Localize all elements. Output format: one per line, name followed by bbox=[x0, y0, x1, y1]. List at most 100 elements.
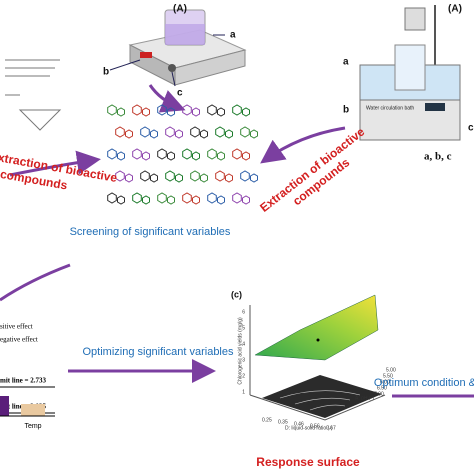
tick-label: 5.00 bbox=[386, 367, 396, 373]
molecule bbox=[190, 170, 200, 182]
molecule bbox=[182, 104, 192, 116]
surface-plot bbox=[249, 294, 386, 421]
tick-label: 0.67 bbox=[326, 425, 336, 431]
caption: a, b, c bbox=[424, 151, 452, 163]
molecule bbox=[242, 151, 250, 161]
molecule bbox=[207, 192, 217, 204]
molecule bbox=[192, 151, 200, 161]
molecule bbox=[140, 126, 150, 138]
molecule bbox=[157, 192, 167, 204]
axis-label: A: pH (-) bbox=[355, 395, 374, 401]
magnetic-stirrer bbox=[109, 9, 247, 87]
ticks: 0.25 0.35 0.46 0.56 0.67 5.005.506.006.507.00… bbox=[242, 309, 396, 431]
molecule bbox=[115, 126, 125, 138]
molecule bbox=[192, 107, 200, 117]
molecule bbox=[200, 129, 208, 139]
pointer bbox=[171, 71, 176, 87]
molecule bbox=[182, 192, 192, 204]
tick-label: 6.00 bbox=[380, 379, 390, 385]
tick-label: 0.46 bbox=[294, 421, 304, 427]
molecule bbox=[242, 195, 250, 205]
molecule bbox=[167, 195, 175, 205]
molecule bbox=[132, 148, 142, 160]
bar bbox=[21, 404, 45, 416]
molecule bbox=[225, 173, 233, 183]
molecule bbox=[182, 148, 192, 160]
molecule bbox=[167, 107, 175, 117]
left-sketch bbox=[5, 59, 62, 131]
molecule bbox=[117, 195, 125, 205]
step-text: Optimum condition & bbox=[374, 377, 474, 389]
molecule bbox=[232, 192, 242, 204]
molecule bbox=[165, 170, 175, 182]
label: b bbox=[103, 67, 109, 78]
pointer bbox=[109, 59, 141, 71]
tick-label: 4 bbox=[242, 341, 245, 347]
molecule bbox=[250, 129, 258, 139]
knob bbox=[168, 64, 176, 72]
panel-label: (A) bbox=[448, 4, 462, 15]
panel-label: (A) bbox=[173, 4, 187, 15]
molecule bbox=[217, 151, 225, 161]
step-text: Optimizing significant variables bbox=[82, 346, 234, 358]
molecule bbox=[125, 173, 133, 183]
molecule bbox=[240, 170, 250, 182]
molecule bbox=[167, 151, 175, 161]
molecule bbox=[250, 173, 258, 183]
tick-label: 6 bbox=[242, 309, 245, 315]
tick-label: 0.56 bbox=[310, 423, 320, 429]
arrow bbox=[9, 150, 101, 177]
arrow bbox=[260, 126, 346, 164]
molecule bbox=[200, 173, 208, 183]
right-extraction: Extraction of bioactive compounds bbox=[257, 124, 367, 214]
molecule bbox=[142, 151, 150, 161]
panel-label: (c) bbox=[231, 289, 242, 299]
molecule bbox=[150, 173, 158, 183]
tick-label: 5.50 bbox=[383, 373, 393, 379]
bar bbox=[0, 396, 9, 416]
label: b bbox=[343, 105, 349, 116]
molecule bbox=[207, 148, 217, 160]
tick-label: 1 bbox=[242, 389, 245, 395]
arrow bbox=[148, 84, 186, 113]
molecule bbox=[140, 170, 150, 182]
molecule bbox=[157, 148, 167, 160]
display bbox=[140, 52, 152, 58]
molecule bbox=[175, 173, 183, 183]
molecule bbox=[232, 104, 242, 116]
molecule bbox=[142, 195, 150, 205]
molecule bbox=[175, 129, 183, 139]
arrow bbox=[0, 263, 71, 302]
axis-label: D: liquid-solid ratio (-) bbox=[285, 425, 333, 431]
molecule bbox=[215, 126, 225, 138]
molecule bbox=[132, 192, 142, 204]
tick-label: 0.35 bbox=[278, 419, 288, 425]
liquid bbox=[165, 24, 205, 45]
bar-label: Temp bbox=[24, 423, 41, 430]
water-bath bbox=[359, 5, 461, 141]
label: a bbox=[343, 57, 349, 68]
tick-label: 3 bbox=[242, 357, 245, 363]
device-label: Water circulation bath bbox=[366, 105, 414, 111]
molecule bbox=[215, 170, 225, 182]
molecule bbox=[225, 129, 233, 139]
molecule bbox=[207, 104, 217, 116]
label: c bbox=[468, 123, 474, 134]
legend-text: sitive effect bbox=[0, 323, 33, 331]
tick-label: 0.25 bbox=[262, 417, 272, 423]
arrow-text: Extraction of bioactive bbox=[257, 124, 367, 214]
molecule bbox=[117, 107, 125, 117]
molecule-grid bbox=[107, 104, 258, 205]
molecule bbox=[157, 104, 167, 116]
caption: Response surface bbox=[256, 455, 360, 469]
molecule bbox=[217, 195, 225, 205]
tick-label: 6.50 bbox=[377, 385, 387, 391]
molecule bbox=[117, 151, 125, 161]
limit-text: mit line = 2.733 bbox=[0, 377, 46, 385]
molecule bbox=[232, 148, 242, 160]
molecule bbox=[150, 129, 158, 139]
molecule bbox=[142, 107, 150, 117]
molecule bbox=[107, 192, 117, 204]
molecule bbox=[190, 126, 200, 138]
